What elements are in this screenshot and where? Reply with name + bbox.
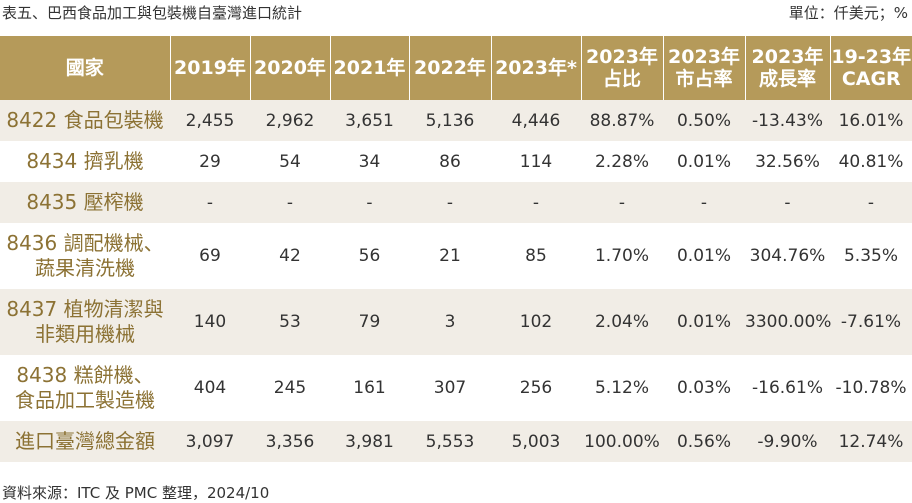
- table-row: 8434 擠乳機 29 54 34 86 114 2.28% 0.01% 32.…: [0, 141, 912, 182]
- row-label: 8436 調配機械、 蔬果清洗機: [0, 223, 170, 289]
- table-cell: -: [170, 182, 250, 223]
- table-cell: -7.61%: [830, 289, 912, 355]
- table-cell: 5,136: [409, 100, 491, 141]
- table-title: 表五、巴西食品加工與包裝機自臺灣進口統計: [2, 4, 303, 22]
- table-cell: 0.01%: [663, 223, 745, 289]
- table-cell: 69: [170, 223, 250, 289]
- table-cell: 102: [491, 289, 581, 355]
- table-caption: 表五、巴西食品加工與包裝機自臺灣進口統計 單位：仟美元；%: [0, 0, 912, 30]
- table-row: 8422 食品包裝機 2,455 2,962 3,651 5,136 4,446…: [0, 100, 912, 141]
- table-cell: 2,455: [170, 100, 250, 141]
- table-cell: 256: [491, 355, 581, 421]
- table-row: 8435 壓榨機 - - - - - - - - -: [0, 182, 912, 223]
- table-cell: -: [745, 182, 830, 223]
- table-cell: 79: [330, 289, 409, 355]
- table-cell: 100.00%: [581, 421, 663, 462]
- table-cell: 53: [250, 289, 330, 355]
- row-label: 進口臺灣總金額: [0, 421, 170, 462]
- table-cell: 2,962: [250, 100, 330, 141]
- table-cell: -: [491, 182, 581, 223]
- table-cell: -16.61%: [745, 355, 830, 421]
- table-cell: 12.74%: [830, 421, 912, 462]
- table-cell: 40.81%: [830, 141, 912, 182]
- table-cell: 16.01%: [830, 100, 912, 141]
- table-cell: 34: [330, 141, 409, 182]
- column-header: 2023年 占比: [581, 36, 664, 100]
- header-row: 國家 2019年 2020年 2021年 2022年 2023年* 2023年占…: [0, 36, 912, 100]
- table-cell: -: [830, 182, 912, 223]
- table-cell: 4,446: [491, 100, 581, 141]
- table-cell: 85: [491, 223, 581, 289]
- table-cell: 42: [250, 223, 330, 289]
- table-cell: 0.50%: [663, 100, 745, 141]
- table-cell: -: [663, 182, 745, 223]
- table-cell: 3300.00%: [745, 289, 831, 355]
- table-cell: 21: [409, 223, 491, 289]
- table-cell: 307: [409, 355, 491, 421]
- table-cell: 245: [250, 355, 330, 421]
- row-label: 8422 食品包裝機: [0, 100, 170, 141]
- table-cell: 3,356: [250, 421, 330, 462]
- column-header: 2021年: [330, 36, 410, 100]
- table-cell: 32.56%: [745, 141, 830, 182]
- table-cell: 1.70%: [581, 223, 663, 289]
- column-header: 2020年: [250, 36, 331, 100]
- column-header: 2023年*: [491, 36, 582, 100]
- table-cell: 114: [491, 141, 581, 182]
- column-header: 2022年: [409, 36, 492, 100]
- table-cell: -: [409, 182, 491, 223]
- table-cell: 0.01%: [663, 141, 745, 182]
- table-cell: 86: [409, 141, 491, 182]
- table-cell: 304.76%: [745, 223, 830, 289]
- table-cell: 88.87%: [581, 100, 663, 141]
- total-row: 進口臺灣總金額 3,097 3,356 3,981 5,553 5,003 10…: [0, 421, 912, 462]
- table-cell: -: [250, 182, 330, 223]
- row-label: 8435 壓榨機: [0, 182, 170, 223]
- table-cell: -: [581, 182, 663, 223]
- table-cell: -10.78%: [830, 355, 912, 421]
- table-cell: 56: [330, 223, 409, 289]
- table-cell: 0.03%: [663, 355, 745, 421]
- table-row: 8438 糕餅機、 食品加工製造機 404 245 161 307 256 5.1…: [0, 355, 912, 421]
- import-statistics-table: 國家 2019年 2020年 2021年 2022年 2023年* 2023年占…: [0, 36, 912, 462]
- column-header: 國家: [0, 36, 171, 100]
- table-cell: 5.35%: [830, 223, 912, 289]
- table-cell: 29: [170, 141, 250, 182]
- row-label: 8434 擠乳機: [0, 141, 170, 182]
- table-cell: 3,097: [170, 421, 250, 462]
- table-row: 8436 調配機械、 蔬果清洗機 69 42 56 21 85 1.70% 0.0…: [0, 223, 912, 289]
- table-cell: 5,553: [409, 421, 491, 462]
- row-label: 8438 糕餅機、 食品加工製造機: [0, 355, 170, 421]
- table-cell: 161: [330, 355, 409, 421]
- column-header: 2023年 市占率: [663, 36, 746, 100]
- table-cell: 3,981: [330, 421, 409, 462]
- table-cell: 404: [170, 355, 250, 421]
- table-cell: 3: [409, 289, 491, 355]
- table-cell: 54: [250, 141, 330, 182]
- table-cell: 0.56%: [663, 421, 745, 462]
- table-cell: 2.04%: [581, 289, 663, 355]
- table-cell: 3,651: [330, 100, 409, 141]
- table-cell: 2.28%: [581, 141, 663, 182]
- column-header: 2023年 成長率: [745, 36, 831, 100]
- table-row: 8437 植物清潔與 非類用機械 140 53 79 3 102 2.04% 0.…: [0, 289, 912, 355]
- source-note: 資料來源：ITC 及 PMC 整理，2024/10: [2, 484, 270, 502]
- table-cell: -13.43%: [745, 100, 830, 141]
- column-header: 19-23年 CAGR: [830, 36, 912, 100]
- table-cell: 5.12%: [581, 355, 663, 421]
- table-cell: 0.01%: [663, 289, 745, 355]
- table-cell: -: [330, 182, 409, 223]
- table-cell: 5,003: [491, 421, 581, 462]
- table-cell: 140: [170, 289, 250, 355]
- unit-label: 單位：仟美元；%: [788, 4, 908, 22]
- row-label: 8437 植物清潔與 非類用機械: [0, 289, 170, 355]
- table-cell: -9.90%: [745, 421, 830, 462]
- column-header: 2019年: [170, 36, 251, 100]
